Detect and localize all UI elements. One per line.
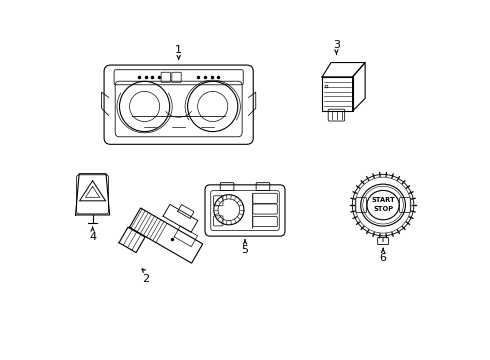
Text: 4: 4 xyxy=(89,232,96,242)
Text: II: II xyxy=(382,238,385,243)
Text: START: START xyxy=(371,197,395,203)
Text: 5: 5 xyxy=(242,245,248,255)
Text: 6: 6 xyxy=(380,253,387,263)
Text: 3: 3 xyxy=(333,40,340,50)
Text: STOP: STOP xyxy=(373,206,393,212)
Text: 2: 2 xyxy=(142,274,149,284)
Text: 1: 1 xyxy=(175,45,182,55)
